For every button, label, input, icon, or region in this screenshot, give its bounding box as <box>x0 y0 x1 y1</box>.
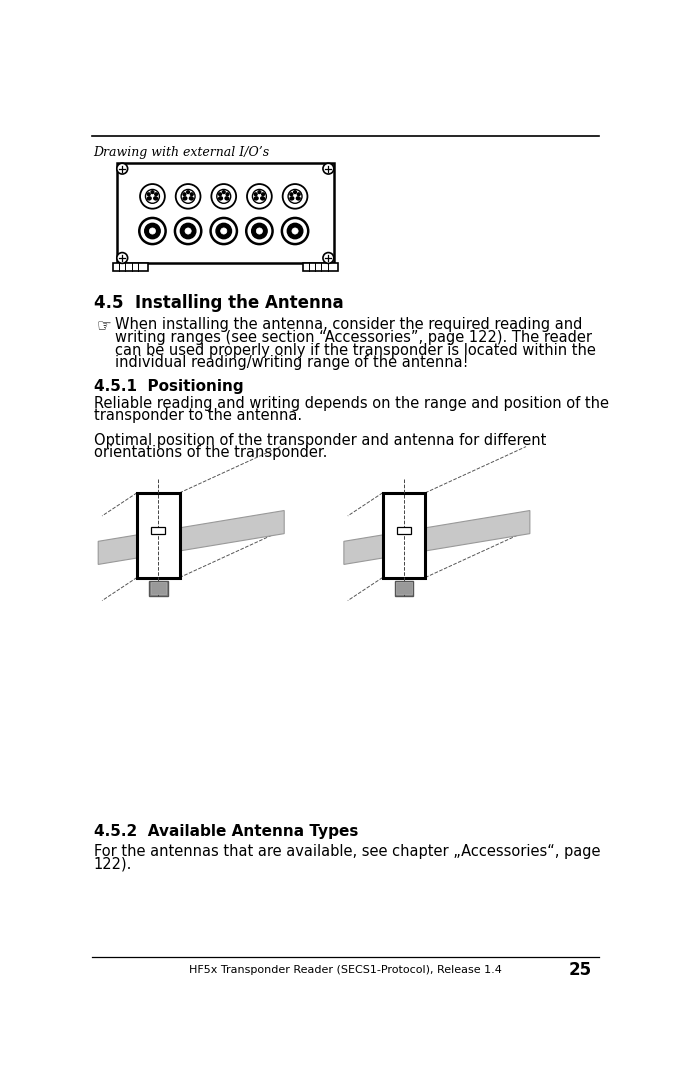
Circle shape <box>140 218 166 244</box>
Circle shape <box>145 224 160 239</box>
Circle shape <box>220 228 227 235</box>
Circle shape <box>258 191 261 193</box>
Circle shape <box>190 193 193 195</box>
Circle shape <box>184 196 187 200</box>
Text: orientations of the transponder.: orientations of the transponder. <box>94 445 327 460</box>
Circle shape <box>226 193 229 195</box>
Circle shape <box>181 224 196 239</box>
Circle shape <box>323 253 334 263</box>
Text: Reliable reading and writing depends on the range and position of the: Reliable reading and writing depends on … <box>94 396 609 411</box>
Text: Optimal position of the transponder and antenna for different: Optimal position of the transponder and … <box>94 433 546 447</box>
Circle shape <box>220 196 222 200</box>
Circle shape <box>323 164 334 175</box>
Circle shape <box>155 193 158 195</box>
Circle shape <box>155 197 158 200</box>
Text: When installing the antenna, consider the required reading and: When installing the antenna, consider th… <box>115 317 582 333</box>
Circle shape <box>262 193 264 195</box>
Circle shape <box>187 191 189 193</box>
Circle shape <box>290 193 293 195</box>
Circle shape <box>218 197 222 200</box>
Bar <box>395 580 413 596</box>
Text: Drawing with external I/O’s: Drawing with external I/O’s <box>94 146 270 159</box>
Circle shape <box>210 218 237 244</box>
Circle shape <box>190 197 193 200</box>
Circle shape <box>225 196 228 200</box>
Bar <box>150 583 166 595</box>
Circle shape <box>154 196 156 200</box>
Circle shape <box>254 197 257 200</box>
Text: HF5x Transponder Reader (SECS1-Protocol), Release 1.4: HF5x Transponder Reader (SECS1-Protocol)… <box>189 964 502 975</box>
Circle shape <box>183 193 186 195</box>
Text: ☞: ☞ <box>96 317 111 335</box>
Bar <box>397 527 411 535</box>
Circle shape <box>117 164 127 175</box>
Text: transponder to the antenna.: transponder to the antenna. <box>94 408 302 423</box>
Text: 25: 25 <box>569 961 592 979</box>
Circle shape <box>148 197 150 200</box>
Circle shape <box>282 218 308 244</box>
Circle shape <box>148 196 151 200</box>
Circle shape <box>226 197 229 200</box>
Circle shape <box>261 196 264 200</box>
Bar <box>396 583 412 595</box>
Text: 4.5.2  Available Antenna Types: 4.5.2 Available Antenna Types <box>94 824 358 839</box>
Circle shape <box>262 197 264 200</box>
Text: 4.5  Installing the Antenna: 4.5 Installing the Antenna <box>94 295 343 312</box>
Circle shape <box>117 253 127 263</box>
Circle shape <box>297 193 300 195</box>
Circle shape <box>253 190 266 203</box>
Circle shape <box>217 190 231 203</box>
Circle shape <box>297 197 300 200</box>
Circle shape <box>150 228 156 235</box>
Bar <box>117 164 334 263</box>
Circle shape <box>290 197 293 200</box>
Circle shape <box>146 190 160 203</box>
Circle shape <box>247 184 272 208</box>
Circle shape <box>288 190 302 203</box>
Circle shape <box>287 224 303 239</box>
Circle shape <box>175 218 202 244</box>
Polygon shape <box>98 511 284 564</box>
Circle shape <box>176 184 200 208</box>
Circle shape <box>246 218 272 244</box>
Circle shape <box>185 228 191 235</box>
Text: can be used properly only if the transponder is located within the: can be used properly only if the transpo… <box>115 343 596 358</box>
Circle shape <box>218 193 222 195</box>
Text: For the antennas that are available, see chapter „Accessories“, page: For the antennas that are available, see… <box>94 844 600 859</box>
Circle shape <box>212 184 236 208</box>
Circle shape <box>297 196 299 200</box>
Circle shape <box>254 193 257 195</box>
Bar <box>149 580 168 596</box>
Circle shape <box>216 224 231 239</box>
Circle shape <box>294 191 297 193</box>
Circle shape <box>292 228 298 235</box>
Circle shape <box>282 184 307 208</box>
Circle shape <box>183 197 186 200</box>
Bar <box>137 493 179 577</box>
Text: 122).: 122). <box>94 856 132 872</box>
Bar <box>113 263 148 271</box>
Circle shape <box>151 191 154 193</box>
Text: writing ranges (see section “Accessories”, page 122). The reader: writing ranges (see section “Accessories… <box>115 329 592 345</box>
Circle shape <box>222 191 225 193</box>
Circle shape <box>255 196 258 200</box>
Circle shape <box>181 190 195 203</box>
Bar <box>383 493 425 577</box>
Text: 4.5.1  Positioning: 4.5.1 Positioning <box>94 379 243 394</box>
Bar <box>303 263 338 271</box>
Circle shape <box>140 184 165 208</box>
Circle shape <box>256 228 262 235</box>
Bar <box>151 527 165 535</box>
Circle shape <box>189 196 192 200</box>
Circle shape <box>291 196 294 200</box>
Circle shape <box>251 224 267 239</box>
Text: individual reading/writing range of the antenna!: individual reading/writing range of the … <box>115 356 468 370</box>
Circle shape <box>148 193 150 195</box>
Polygon shape <box>344 511 530 564</box>
